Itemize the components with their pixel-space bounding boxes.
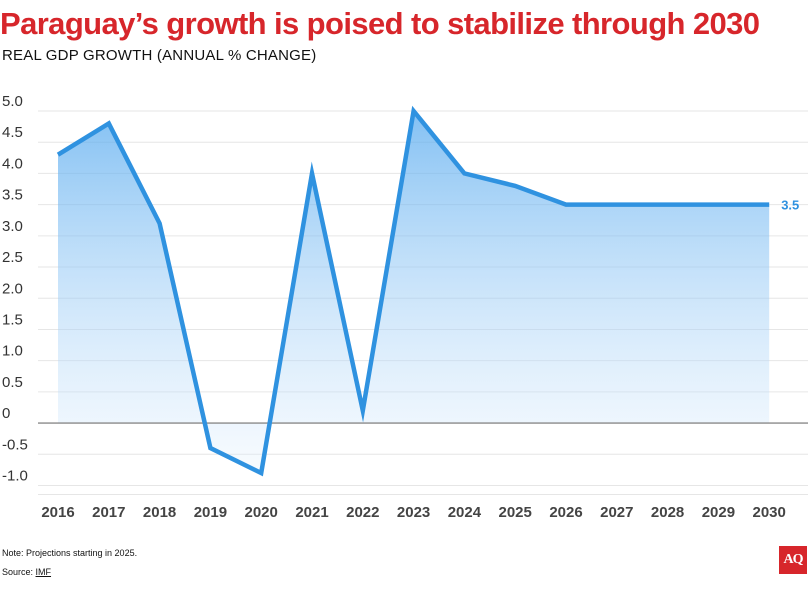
data-point-2018 [157,221,161,225]
x-tick-label: 2030 [753,504,786,521]
data-point-2030 [767,202,771,206]
area-fill [58,111,770,474]
x-tick-label: 2017 [92,504,125,521]
x-tick-label: 2018 [143,504,176,521]
data-point-2017 [107,121,111,125]
data-point-2023 [411,109,415,113]
x-tick-label: 2026 [549,504,582,521]
y-tick-label: 3.5 [2,187,23,204]
data-point-2029 [716,202,720,206]
chart-subtitle: REAL GDP GROWTH (ANNUAL % CHANGE) [2,47,317,64]
y-axis-ticks: 5.0 4.5 4.0 3.5 3.0 2.5 2.0 1.5 1.0 0.5 0 -0.5 -1.0 [2,93,28,485]
y-tick-label: 4.0 [2,155,23,172]
source-prefix: Source: [2,567,36,577]
data-point-2027 [615,202,619,206]
x-tick-label: 2024 [448,504,482,521]
y-tick-label: 3.0 [2,218,23,235]
aq-logo: AQ [779,546,807,574]
y-tick-label: 1.5 [2,311,23,328]
x-tick-label: 2027 [600,504,633,521]
data-point-2022 [361,408,365,412]
data-point-2020 [259,471,263,475]
end-value-label: 3.5 [781,198,799,213]
area-fill-shape [58,111,770,474]
x-tick-label: 2023 [397,504,430,521]
x-axis-ticks: 2016 2017 2018 2019 2020 2021 2022 2023 2024 2025… [41,504,786,521]
x-tick-label: 2028 [651,504,684,521]
x-tick-label: 2025 [499,504,532,521]
data-point-2021 [310,171,314,175]
y-tick-label: 0.5 [2,374,23,391]
source-note: Source: IMF [2,567,51,577]
data-point-2024 [462,171,466,175]
y-tick-label: 2.0 [2,280,23,297]
series-line [56,105,771,477]
y-tick-label: 4.5 [2,124,23,141]
y-tick-label: -0.5 [2,436,28,453]
projection-note: Note: Projections starting in 2025. [2,548,138,558]
data-point-2026 [564,202,568,206]
y-tick-label: -1.0 [2,468,28,485]
x-tick-label: 2020 [245,504,278,521]
data-point-2019 [208,446,212,450]
data-labels: 3.5 [781,198,799,213]
y-tick-label: 5.0 [2,93,23,110]
data-point-2025 [513,184,517,188]
x-tick-label: 2016 [41,504,74,521]
gdp-growth-line [56,105,770,477]
x-tick-label: 2029 [702,504,735,521]
x-tick-label: 2021 [295,504,328,521]
y-tick-label: 1.0 [2,343,23,360]
chart-title: Paraguay’s growth is poised to stabilize… [0,6,760,41]
x-tick-label: 2019 [194,504,227,521]
data-point-2016 [56,152,60,156]
y-tick-label: 0 [2,405,10,422]
source-link[interactable]: IMF [35,567,52,577]
data-point-2028 [665,202,669,206]
y-tick-label: 2.5 [2,249,23,266]
x-tick-label: 2022 [346,504,379,521]
